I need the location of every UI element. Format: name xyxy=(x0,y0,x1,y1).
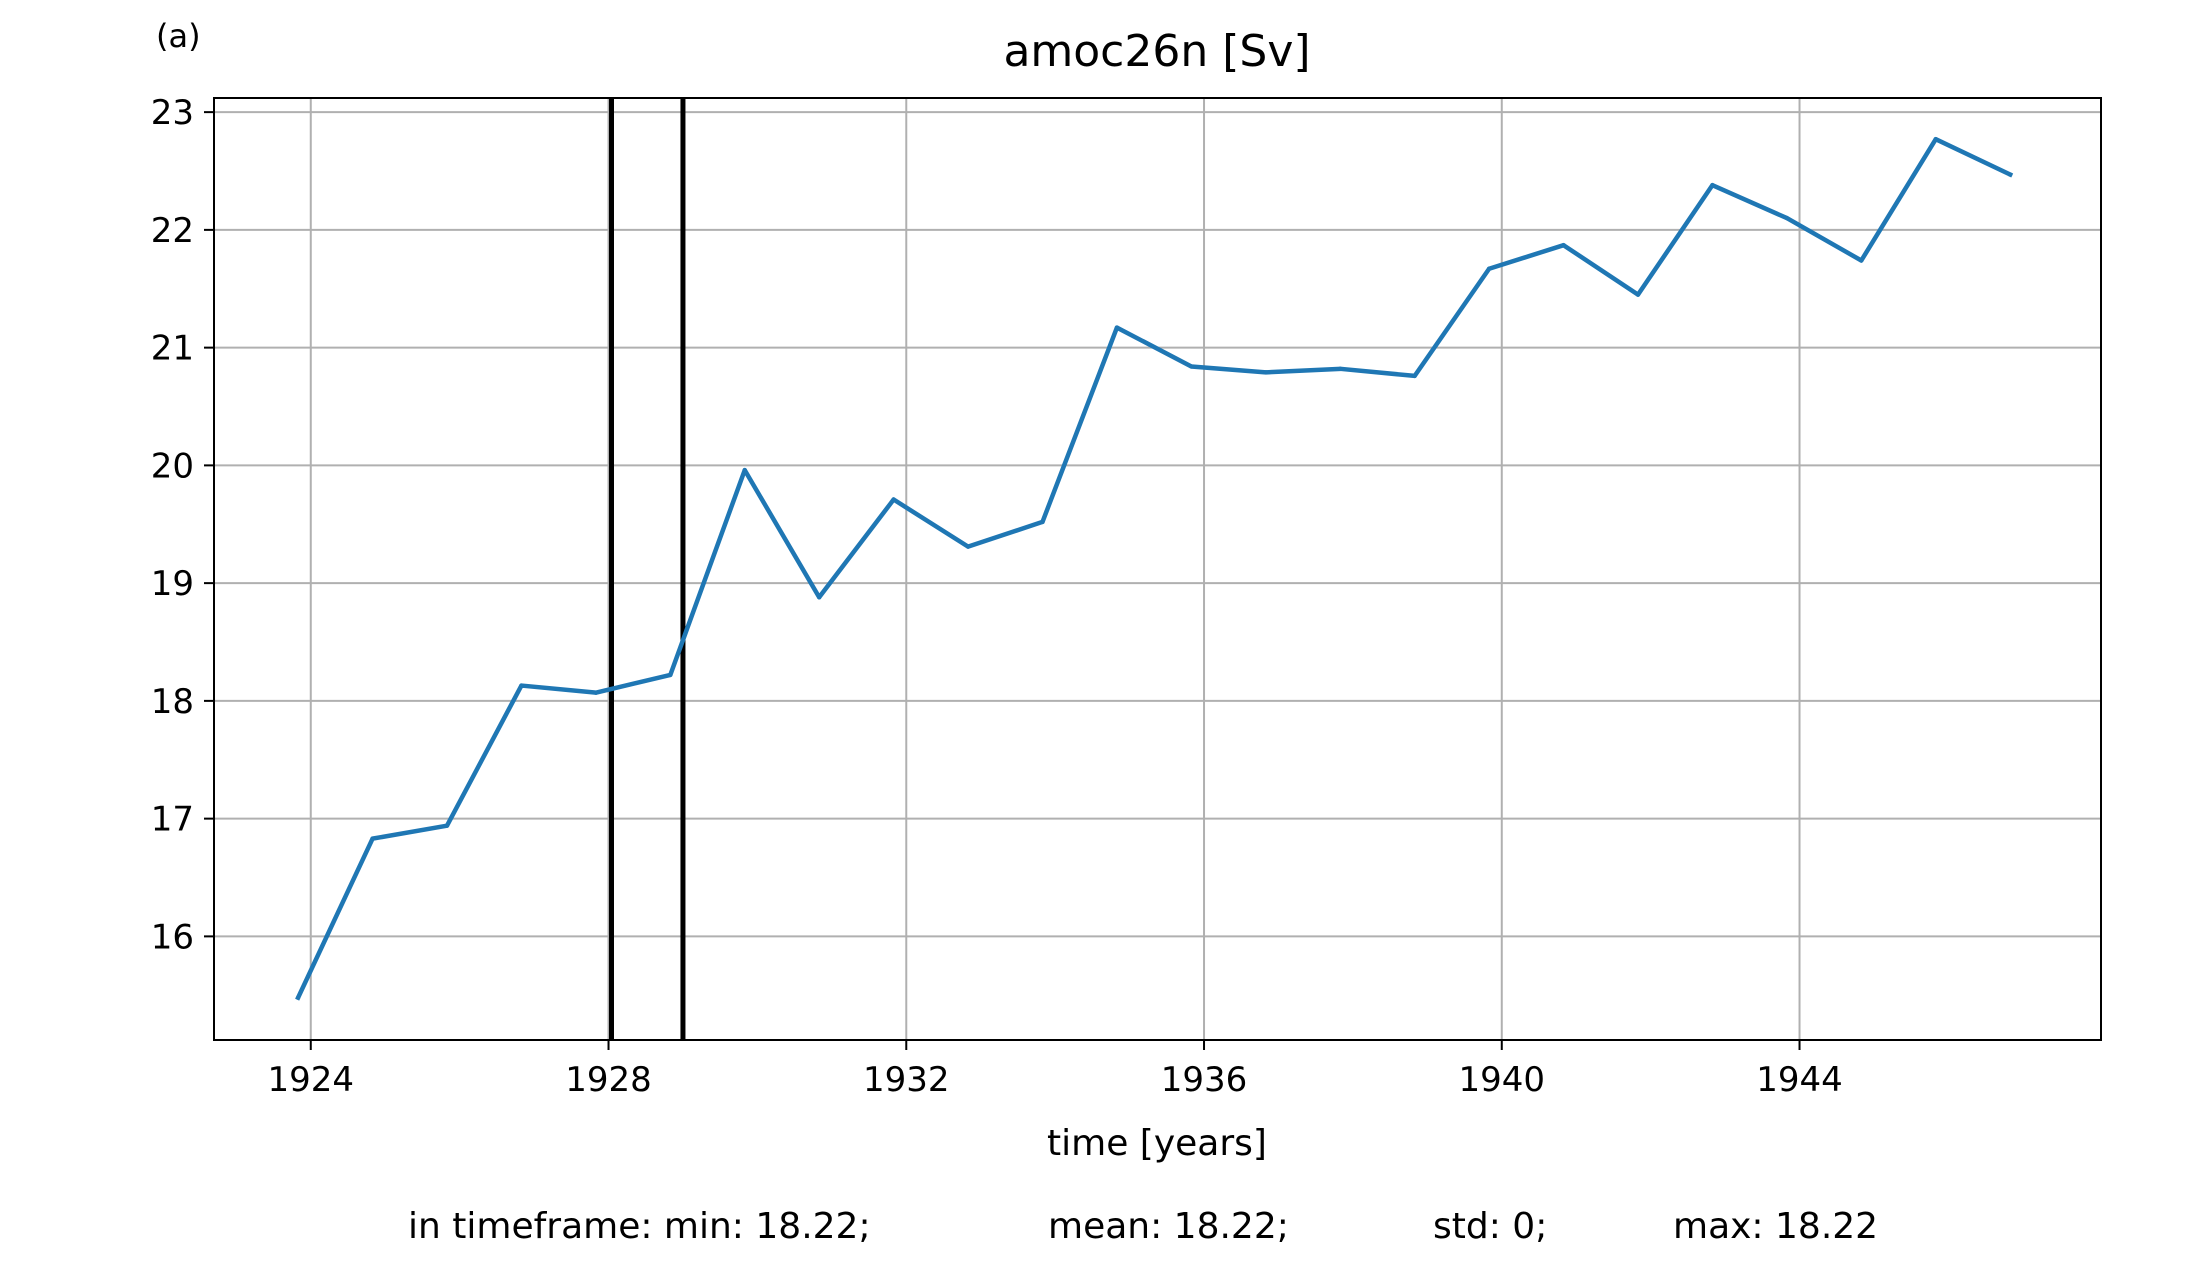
data-point xyxy=(1710,182,1715,188)
data-point xyxy=(1784,215,1790,221)
series-line xyxy=(295,136,2014,1001)
data-point xyxy=(891,497,896,502)
data-point xyxy=(816,595,822,600)
data-point xyxy=(1338,366,1343,372)
grid xyxy=(214,98,2101,1040)
y-tick-label: 16 xyxy=(151,917,194,957)
x-tick-label: 1932 xyxy=(863,1060,950,1100)
data-point xyxy=(1040,519,1045,525)
y-tick-label: 17 xyxy=(151,800,194,840)
y-tick-label: 21 xyxy=(151,329,194,369)
data-point xyxy=(2007,172,2013,177)
x-tick-label: 1928 xyxy=(565,1060,652,1100)
data-point xyxy=(1561,242,1566,248)
y-tick-label: 18 xyxy=(151,682,194,722)
y-tick-label: 20 xyxy=(151,446,194,486)
series-layer xyxy=(295,136,2014,1001)
data-point xyxy=(295,995,301,1000)
data-point xyxy=(1412,373,1417,379)
plot-frame xyxy=(213,97,2102,1041)
y-tick-label: 23 xyxy=(151,93,194,133)
data-point xyxy=(742,467,747,473)
x-axis-label: time [years] xyxy=(1047,1123,1267,1164)
data-point xyxy=(1114,325,1120,330)
stats-min: in timeframe: min: 18.22; xyxy=(408,1206,871,1247)
data-point xyxy=(1189,364,1194,369)
stats-max: max: 18.22 xyxy=(1673,1206,1878,1247)
panel-label: (a) xyxy=(156,17,201,55)
vertical-marker-lines xyxy=(608,98,686,1040)
data-point xyxy=(444,823,450,828)
x-tick-label: 1924 xyxy=(268,1060,355,1100)
x-tick-label: 1940 xyxy=(1459,1060,1546,1100)
x-tick-label: 1936 xyxy=(1161,1060,1248,1100)
y-tick-label: 22 xyxy=(151,211,194,251)
data-point xyxy=(668,672,673,678)
x-axis-ticks: 1924 1928 1932 1936 1940 1944 xyxy=(268,1040,1843,1100)
y-axis-ticks: 16 17 18 19 20 21 22 23 xyxy=(151,93,214,957)
stats-mean: mean: 18.22; xyxy=(1048,1206,1289,1247)
data-point xyxy=(593,690,599,695)
data-point xyxy=(1486,266,1492,271)
data-point xyxy=(1859,258,1864,263)
stats-std: std: 0; xyxy=(1433,1206,1547,1247)
x-tick-label: 1944 xyxy=(1756,1060,1843,1100)
y-tick-label: 19 xyxy=(151,564,194,604)
data-point xyxy=(1635,292,1641,297)
chart-title: amoc26n [Sv] xyxy=(1003,26,1310,77)
data-point xyxy=(1263,370,1269,375)
data-point xyxy=(965,544,971,549)
data-point xyxy=(1933,137,1938,142)
data-point xyxy=(519,683,524,688)
data-point xyxy=(370,836,375,841)
